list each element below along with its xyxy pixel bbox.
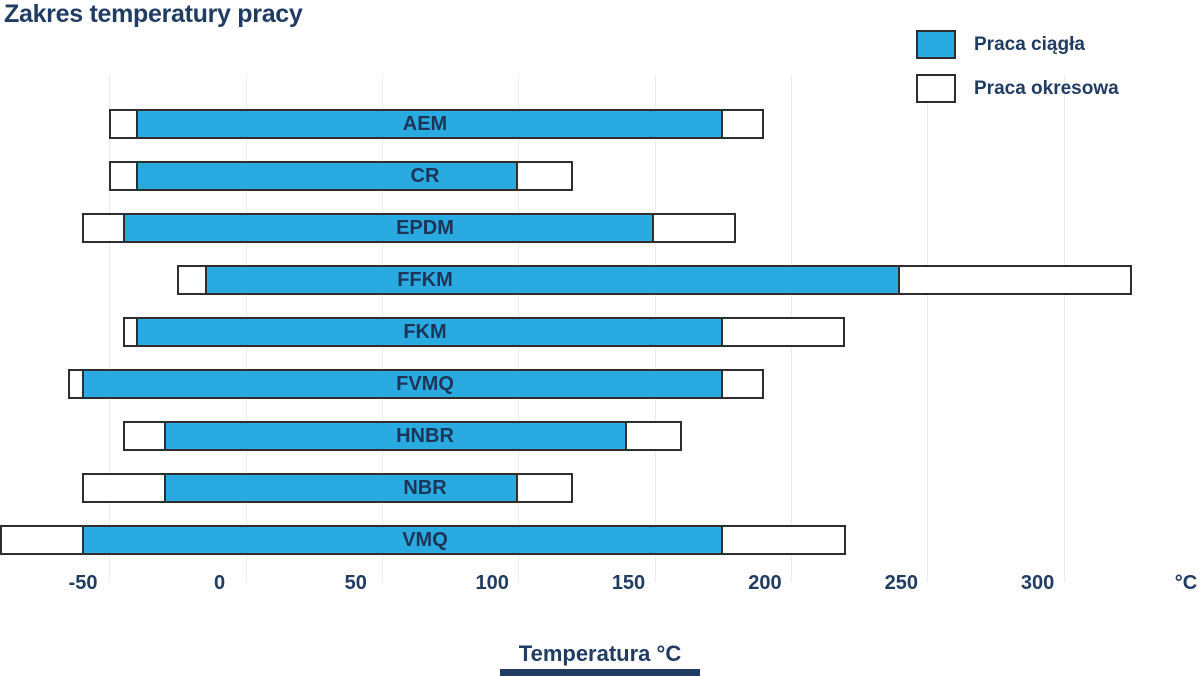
bar-continuous-fvmq	[81, 369, 723, 399]
legend-item-intermittent: Praca okresowa	[916, 74, 1119, 103]
legend: Praca ciągła Praca okresowa	[916, 30, 1119, 118]
bar-continuous-ffkm	[204, 265, 900, 295]
legend-item-continuous: Praca ciągła	[916, 30, 1119, 59]
x-tick-250: 250	[884, 572, 918, 594]
x-tick-100: 100	[475, 572, 509, 594]
bar-continuous-fkm	[136, 317, 723, 347]
x-tick-unit: °C	[1174, 572, 1198, 594]
x-tick--50: -50	[68, 572, 98, 594]
legend-label-intermittent: Praca okresowa	[974, 77, 1119, 99]
gridline-300	[1063, 75, 1065, 582]
x-tick-0: 0	[213, 572, 226, 594]
bar-label-ffkm: FFKM	[397, 269, 453, 291]
legend-swatch-intermittent	[916, 74, 956, 103]
bar-label-cr: CR	[410, 165, 440, 187]
x-tick-150: 150	[611, 572, 646, 594]
x-tick-200: 200	[748, 572, 782, 594]
x-tick-50: 50	[344, 572, 367, 594]
legend-label-continuous: Praca ciągła	[974, 33, 1085, 55]
bottom-accent-strip	[500, 669, 700, 676]
bar-continuous-epdm	[122, 213, 655, 243]
x-axis-title: Temperatura °C	[518, 641, 682, 666]
x-tick-300: 300	[1020, 572, 1055, 594]
bar-label-nbr: NBR	[403, 477, 447, 499]
bar-label-hnbr: HNBR	[396, 425, 454, 447]
gridline-250	[927, 75, 929, 582]
legend-swatch-continuous	[916, 30, 956, 59]
bar-continuous-hnbr	[163, 421, 628, 451]
bar-continuous-vmq	[81, 525, 723, 555]
bar-label-aem: AEM	[402, 113, 448, 135]
bar-continuous-cr	[136, 161, 519, 191]
gridline--50	[109, 75, 111, 582]
bar-label-fvmq: FVMQ	[396, 373, 454, 395]
bar-label-vmq: VMQ	[402, 529, 448, 551]
bar-continuous-nbr	[163, 473, 519, 503]
bar-label-fkm: FKM	[403, 321, 447, 343]
bar-continuous-aem	[136, 109, 723, 139]
chart-title: Zakres temperatury pracy	[4, 0, 303, 28]
bar-label-epdm: EPDM	[396, 217, 454, 239]
plot-area: AEM CR EPDM FFKM FKM FVMQ HNBR NBR VMQ -50 0 50 100 1…	[0, 75, 1200, 610]
